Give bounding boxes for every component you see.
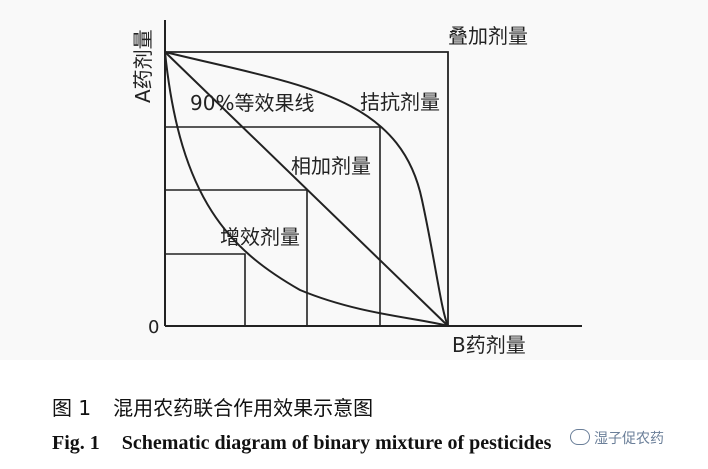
label-origin: 0 [148, 317, 159, 338]
label-antagonism: 拮抗剂量 [360, 90, 440, 114]
caption-chinese: 图 1 混用农药联合作用效果示意图 [52, 392, 373, 421]
watermark-text: 湿子促农药 [594, 431, 664, 447]
isobologram-figure: 叠加剂量 拮抗剂量 90%等效果线 相加剂量 增效剂量 0 B药剂量 A药剂量 [131, 20, 582, 357]
isobologram-diagram: 叠加剂量 拮抗剂量 90%等效果线 相加剂量 增效剂量 0 B药剂量 A药剂量 [131, 20, 582, 357]
caption-english: Fig. 1 Schematic diagram of binary mixtur… [52, 432, 551, 455]
superposition-boundary [165, 51, 449, 326]
rect-synergism-level [165, 253, 246, 326]
watermark: 湿子促农药 [566, 426, 668, 450]
synergism-isobole-curve [164, 51, 449, 327]
caption-en-text: Schematic diagram of binary mixture of p… [121, 432, 552, 454]
label-superposition: 叠加剂量 [448, 24, 528, 48]
label-additive: 相加剂量 [291, 154, 371, 178]
antagonism-isobole-curve [164, 51, 449, 327]
label-isobole-90: 90%等效果线 [190, 91, 314, 115]
caption-cn-number: 图 1 [52, 396, 92, 420]
wechat-icon [570, 429, 590, 445]
rect-additive-level [165, 189, 308, 326]
additive-isobole-line [164, 51, 449, 327]
caption-cn-text: 混用农药联合作用效果示意图 [113, 396, 374, 420]
caption-en-number: Fig. 1 [52, 432, 100, 454]
label-synergism: 增效剂量 [220, 225, 300, 249]
y-axis-label: A药剂量 [131, 29, 155, 103]
x-axis-label: B药剂量 [452, 333, 526, 357]
